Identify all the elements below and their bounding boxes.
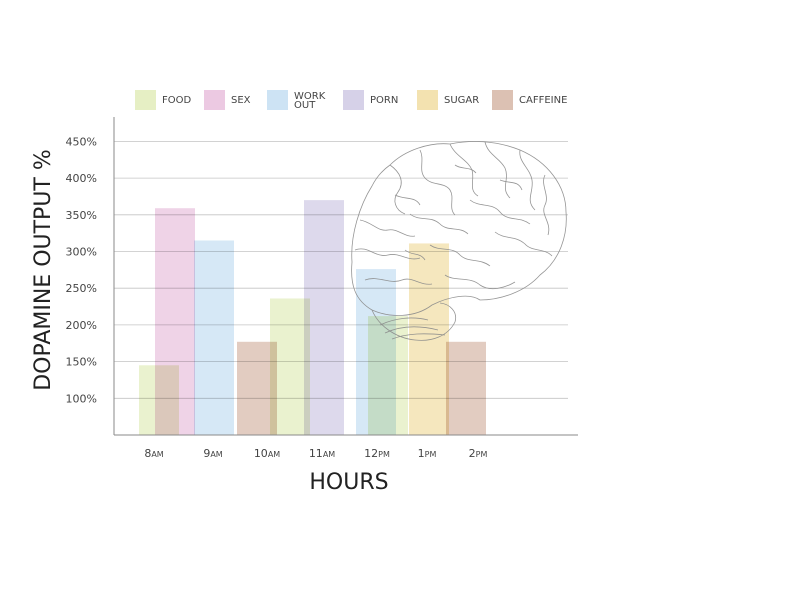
bar bbox=[155, 208, 195, 435]
y-tick-label: 350% bbox=[66, 209, 97, 222]
legend-label: PORN bbox=[370, 95, 398, 106]
x-tick-label: 8AM bbox=[144, 447, 163, 460]
brain-illustration bbox=[351, 141, 567, 341]
x-tick-labels: 8AM 9AM 10AM 11AM 12PM 1PM 2PM bbox=[144, 447, 487, 460]
legend-label: FOOD bbox=[162, 95, 191, 106]
legend-label: SUGAR bbox=[444, 95, 479, 106]
legend-swatch bbox=[492, 90, 513, 110]
x-tick-label: 12PM bbox=[364, 447, 390, 460]
y-tick-labels: 100% 150% 200% 250% 300% 350% 400% 450% bbox=[66, 135, 97, 405]
legend-swatch bbox=[417, 90, 438, 110]
y-axis-title: DOPAMINE OUTPUT % bbox=[31, 149, 56, 391]
legend-swatch bbox=[204, 90, 225, 110]
bar bbox=[409, 243, 449, 435]
bar bbox=[446, 341, 486, 435]
legend-label: OUT bbox=[294, 100, 316, 111]
x-tick-label: 11AM bbox=[309, 447, 335, 460]
x-tick-label: 1PM bbox=[418, 447, 437, 460]
x-tick-label: 10AM bbox=[254, 447, 280, 460]
x-tick-label: 2PM bbox=[469, 447, 488, 460]
y-tick-label: 200% bbox=[66, 319, 97, 332]
legend-swatch bbox=[343, 90, 364, 110]
legend-swatch bbox=[267, 90, 288, 110]
y-tick-label: 150% bbox=[66, 356, 97, 369]
axes bbox=[113, 117, 578, 436]
y-tick-label: 250% bbox=[66, 282, 97, 295]
legend-label: SEX bbox=[231, 95, 251, 106]
legend-label: CAFFEINE bbox=[519, 95, 567, 106]
y-tick-label: 450% bbox=[66, 135, 97, 148]
legend-swatch bbox=[135, 90, 156, 110]
legend-label: WORK bbox=[294, 91, 326, 102]
y-tick-label: 300% bbox=[66, 246, 97, 259]
x-axis-title: HOURS bbox=[309, 470, 388, 495]
y-tick-label: 100% bbox=[66, 392, 97, 405]
bar bbox=[304, 200, 344, 435]
y-tick-label: 400% bbox=[66, 172, 97, 185]
bar bbox=[194, 240, 234, 435]
bar bbox=[270, 298, 310, 435]
x-tick-label: 9AM bbox=[203, 447, 222, 460]
bar bbox=[368, 316, 408, 435]
bars bbox=[139, 200, 486, 435]
